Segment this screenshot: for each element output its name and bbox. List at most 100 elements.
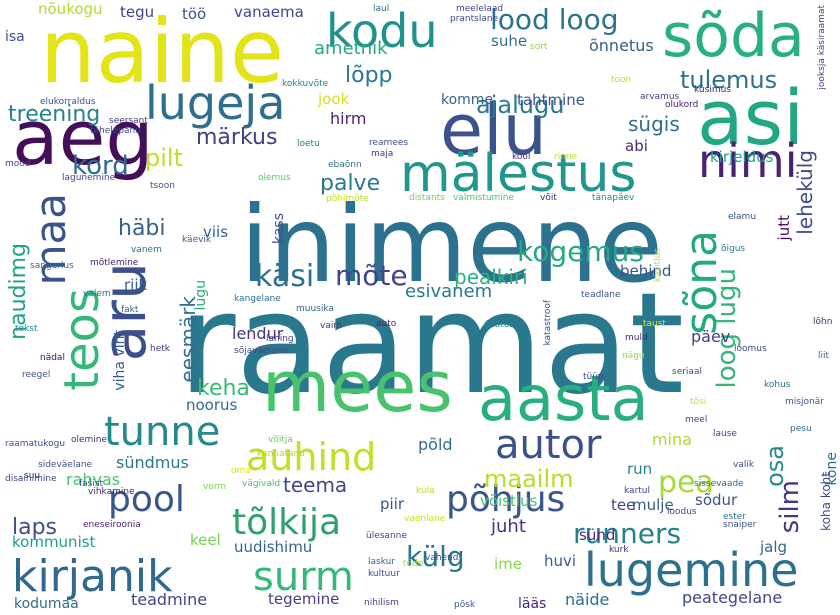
word: vahend xyxy=(425,553,459,563)
word: esivanem xyxy=(405,281,493,302)
word: olemine xyxy=(71,435,108,445)
word: ester xyxy=(723,512,746,522)
word: nõukogu xyxy=(38,0,103,18)
word: kommunist xyxy=(12,533,96,551)
word: auto xyxy=(376,319,397,329)
word: toon xyxy=(611,75,632,85)
word: olemus xyxy=(258,173,291,183)
word: lendur xyxy=(232,324,284,343)
word: vaim xyxy=(320,321,343,331)
word: ametnik xyxy=(314,38,388,59)
word: põhimõte xyxy=(326,194,369,204)
word: piir xyxy=(380,495,405,513)
word: kool xyxy=(512,152,531,162)
word: laps xyxy=(12,515,58,540)
word: tänapäev xyxy=(592,193,635,203)
word: mees xyxy=(262,346,453,428)
word: silm xyxy=(775,480,805,534)
word: muusika xyxy=(296,304,334,314)
word: valmistumine xyxy=(453,193,515,203)
word: liit xyxy=(818,351,830,361)
word: valik xyxy=(733,460,755,470)
word: tegemine xyxy=(268,590,340,608)
word: kirjeldus xyxy=(710,148,774,166)
word: hetk xyxy=(150,344,170,354)
word: inimene xyxy=(240,184,663,306)
word: keel xyxy=(190,531,221,549)
word: loetu xyxy=(297,139,320,149)
word: käevik xyxy=(182,235,212,245)
word: põhjus xyxy=(446,479,566,520)
word: aasta xyxy=(478,362,649,435)
word: võistlus xyxy=(480,492,538,510)
word: muld xyxy=(625,333,648,343)
word: aeg xyxy=(12,93,154,182)
word: oma xyxy=(231,466,251,476)
word: jalg xyxy=(760,538,788,556)
word: pool xyxy=(108,479,185,520)
word: kodumaa xyxy=(14,596,79,612)
word: teos xyxy=(54,288,110,391)
word: päev xyxy=(691,327,731,346)
word: mulje xyxy=(632,496,674,514)
word: suhe xyxy=(491,32,528,50)
word: lahing xyxy=(266,334,294,344)
word: tulemus xyxy=(680,66,778,94)
word: sissevaade xyxy=(694,479,744,489)
word: lood loog xyxy=(490,3,619,36)
word: teadlane xyxy=(581,290,621,300)
word: vanem xyxy=(131,245,162,255)
word: tekst xyxy=(15,324,38,334)
word: jook xyxy=(318,90,350,108)
word: vihkamine xyxy=(88,487,135,497)
word: sügis xyxy=(628,112,680,136)
word: arvamus xyxy=(640,92,680,102)
word: abi xyxy=(625,137,648,155)
word: lugu xyxy=(193,280,209,311)
word: üllatus xyxy=(484,320,515,330)
word: mõte xyxy=(335,259,408,292)
word: vaenlane xyxy=(404,514,446,524)
word: lause xyxy=(713,429,737,439)
word: fašist xyxy=(79,479,104,489)
word: elu xyxy=(440,89,547,171)
word: nihilism xyxy=(364,598,399,608)
word: mood xyxy=(5,159,31,169)
word: katastroof xyxy=(543,300,553,346)
word: sangarlus xyxy=(30,261,74,271)
word: tegu xyxy=(120,3,155,21)
word: behind xyxy=(620,262,672,280)
word: nimi xyxy=(698,134,798,188)
word: kurk xyxy=(609,545,629,555)
word: peategelane xyxy=(682,588,783,607)
word: seriaal xyxy=(672,367,702,377)
word: küsimus xyxy=(694,85,731,95)
word: kartul xyxy=(624,486,651,496)
word: auhind xyxy=(246,435,377,479)
word: vanaema xyxy=(234,3,304,21)
word: disainimine xyxy=(5,474,57,484)
word: kass xyxy=(271,213,287,245)
word: lehekülg xyxy=(793,150,817,235)
word: sõdur xyxy=(695,491,738,509)
word: viha viht xyxy=(112,330,128,391)
word: pesu xyxy=(790,424,812,434)
word: sõda xyxy=(662,1,805,71)
word: runners xyxy=(573,517,682,550)
word: ebaõnn xyxy=(328,160,362,170)
word: sõjaväelane xyxy=(234,346,288,356)
word: laul xyxy=(373,4,390,14)
word: hirm xyxy=(330,109,367,128)
word: jooksja käsiraamat xyxy=(817,5,827,90)
word: tüüp xyxy=(583,372,604,382)
word: tunne xyxy=(104,409,221,455)
word: sort xyxy=(530,42,548,52)
word: häbi xyxy=(118,216,166,241)
word: olukord xyxy=(665,100,699,110)
word: nädal xyxy=(40,353,65,363)
word: meelelaad xyxy=(456,4,504,14)
word: tõde xyxy=(403,559,424,569)
word: küla xyxy=(416,486,435,496)
word: külg xyxy=(406,540,465,573)
